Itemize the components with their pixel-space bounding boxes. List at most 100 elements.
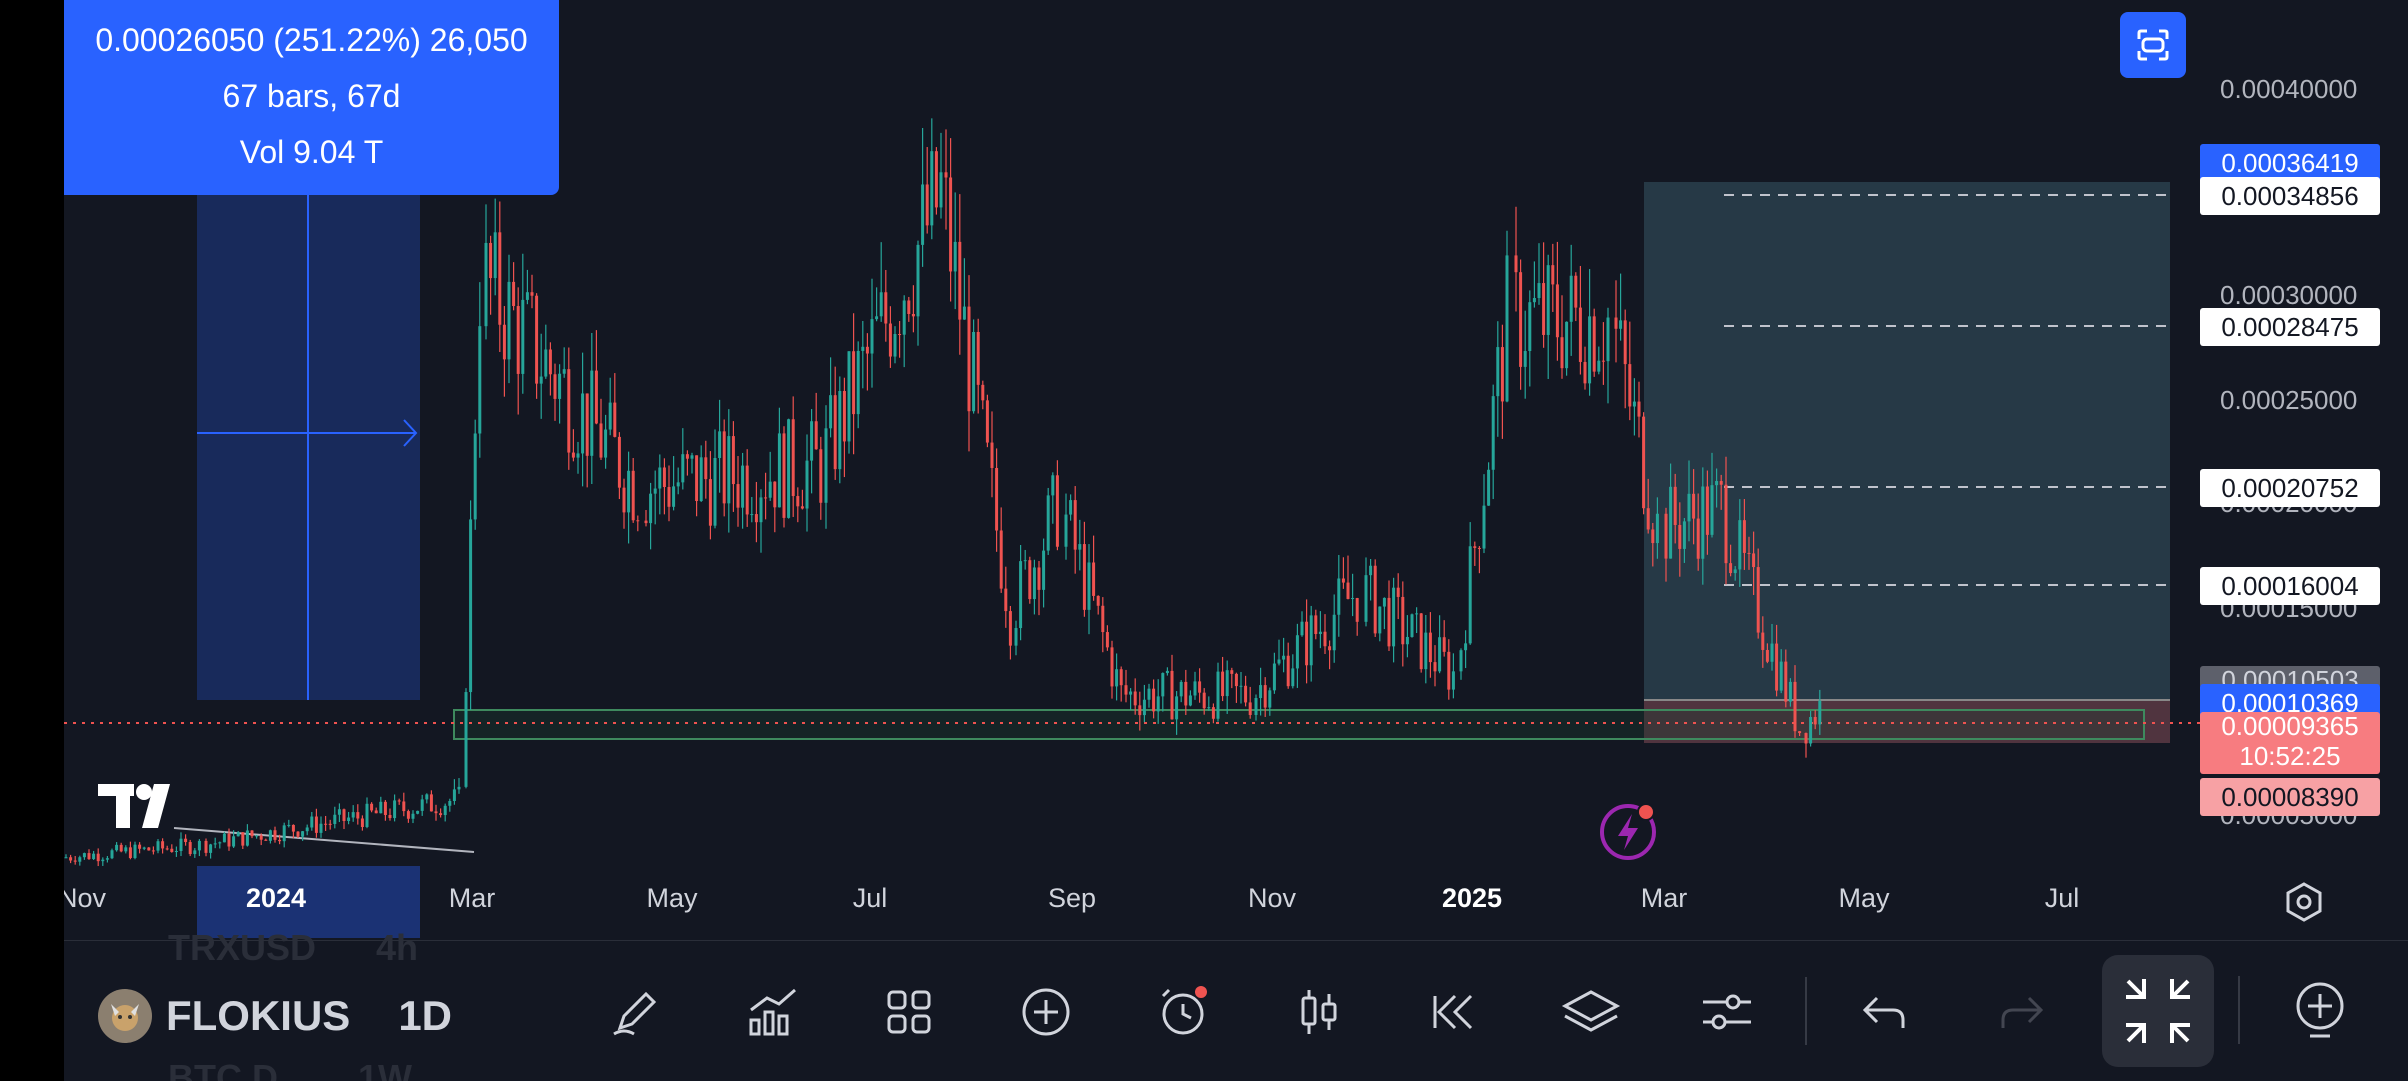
candle-body [667, 487, 671, 507]
candle-body [1473, 546, 1477, 548]
candle-body [1037, 567, 1041, 590]
candle-body [535, 295, 539, 384]
candle-body [907, 300, 911, 314]
candle-body [1487, 469, 1491, 506]
add-chart-button[interactable] [2284, 976, 2356, 1048]
measure-arrow [403, 419, 418, 447]
candle-body [921, 184, 925, 245]
candle-body [1798, 731, 1802, 734]
trend-line[interactable] [173, 827, 475, 853]
candle-body [764, 497, 768, 499]
candle-body [420, 799, 424, 811]
price-label-red: 0.00009365 10:52:25 [2200, 712, 2380, 774]
candle-body [232, 836, 236, 847]
draw-tool-button[interactable] [603, 979, 669, 1045]
candle-body [829, 395, 833, 429]
add-chart-icon [2296, 982, 2344, 1038]
candle-body [78, 857, 82, 862]
symbol-name[interactable]: FLOKIUS [166, 992, 351, 1039]
candle-body [847, 351, 851, 442]
candle-body [567, 369, 571, 453]
candle-body [516, 306, 520, 374]
candle-body [1809, 716, 1813, 744]
replay-button[interactable] [1422, 979, 1488, 1045]
chart-settings-icon[interactable] [2282, 880, 2326, 924]
ghost-symbol-below: BTC.D 1W [168, 1057, 412, 1081]
candle-body [949, 177, 953, 272]
candle-body [115, 844, 119, 851]
candle-body [1295, 635, 1299, 669]
candle-body [142, 847, 146, 849]
exit-fullscreen-button[interactable] [2102, 955, 2214, 1067]
price-label-red-2: 0.00008390 [2200, 778, 2380, 816]
candle-body [464, 692, 468, 787]
candle-body [264, 839, 268, 841]
measure-price-change: 0.00026050 (251.22%) 26,050 [95, 22, 528, 58]
long-position-stop-zone[interactable] [1644, 700, 2170, 743]
candle-body [1263, 685, 1267, 708]
candle-body [1115, 669, 1119, 687]
candle-body [1023, 560, 1027, 562]
candle-body [319, 823, 323, 833]
symbol-interval[interactable]: 1D [398, 992, 453, 1039]
chart-area[interactable]: 0.00040000 0.00030000 0.00025000 0.00020… [64, 0, 2408, 940]
candle-body [1207, 707, 1211, 709]
candle-body [722, 431, 726, 504]
screenshot-button[interactable] [2120, 12, 2186, 78]
candle-body [165, 848, 169, 850]
candle-body [1124, 685, 1128, 695]
candle-body [525, 292, 529, 300]
candle-body [676, 482, 680, 487]
candle-body [92, 853, 96, 860]
candle-body [953, 241, 957, 272]
candle-body [842, 391, 846, 442]
chart-canvas[interactable] [64, 0, 2408, 940]
undo-button[interactable] [1852, 979, 1918, 1045]
candle-body [1364, 575, 1368, 622]
candle-body [521, 299, 525, 374]
candle-body [662, 467, 666, 488]
ghost-symbol-interval: 4h [376, 927, 419, 968]
bottom-toolbar: TRXUSD 4h FLOKIUS 1D BTC.D 1W [64, 927, 2408, 1081]
candle-body [1064, 514, 1068, 547]
candle-body [1555, 284, 1559, 338]
redo-button[interactable] [1988, 979, 2054, 1045]
candle-body [796, 496, 800, 507]
candle-body [1119, 669, 1123, 686]
lightning-icon[interactable] [1598, 800, 1662, 864]
candle-body [161, 841, 165, 849]
candle-body [1244, 685, 1248, 703]
candle-body [236, 832, 240, 837]
templates-button[interactable] [876, 979, 942, 1045]
symbol-selector[interactable]: FLOKIUS 1D [98, 989, 452, 1043]
chart-type-button[interactable] [1286, 979, 1352, 1045]
candle-body [1464, 643, 1468, 651]
alerts-button[interactable] [1150, 979, 1216, 1045]
candle-body [105, 858, 109, 860]
support-zone-rectangle[interactable] [453, 709, 2145, 740]
frame-icon [2137, 29, 2169, 61]
candle-body [133, 844, 137, 859]
candle-body [653, 488, 657, 494]
candle-body [1291, 668, 1295, 687]
ghost-symbol-below-name: BTC.D [168, 1057, 278, 1081]
candle-body [1614, 317, 1618, 329]
candle-body [1008, 611, 1012, 646]
candle-body [193, 850, 197, 855]
add-button[interactable] [1013, 979, 1079, 1045]
indicators-button[interactable] [740, 979, 806, 1045]
layers-button[interactable] [1558, 979, 1624, 1045]
candle-body [439, 813, 443, 816]
candle-body [838, 391, 842, 470]
candle-body [754, 514, 758, 523]
settings-button[interactable] [1694, 979, 1760, 1045]
candle-body [1156, 696, 1160, 712]
candle-body [1014, 628, 1018, 646]
long-position-profit-zone[interactable] [1644, 182, 2170, 700]
candle-body [590, 370, 594, 456]
candle-body [1286, 655, 1290, 687]
candle-body [1715, 481, 1719, 486]
candle-body [469, 519, 473, 693]
candle-body [268, 830, 272, 841]
indicators-icon [749, 988, 796, 1036]
